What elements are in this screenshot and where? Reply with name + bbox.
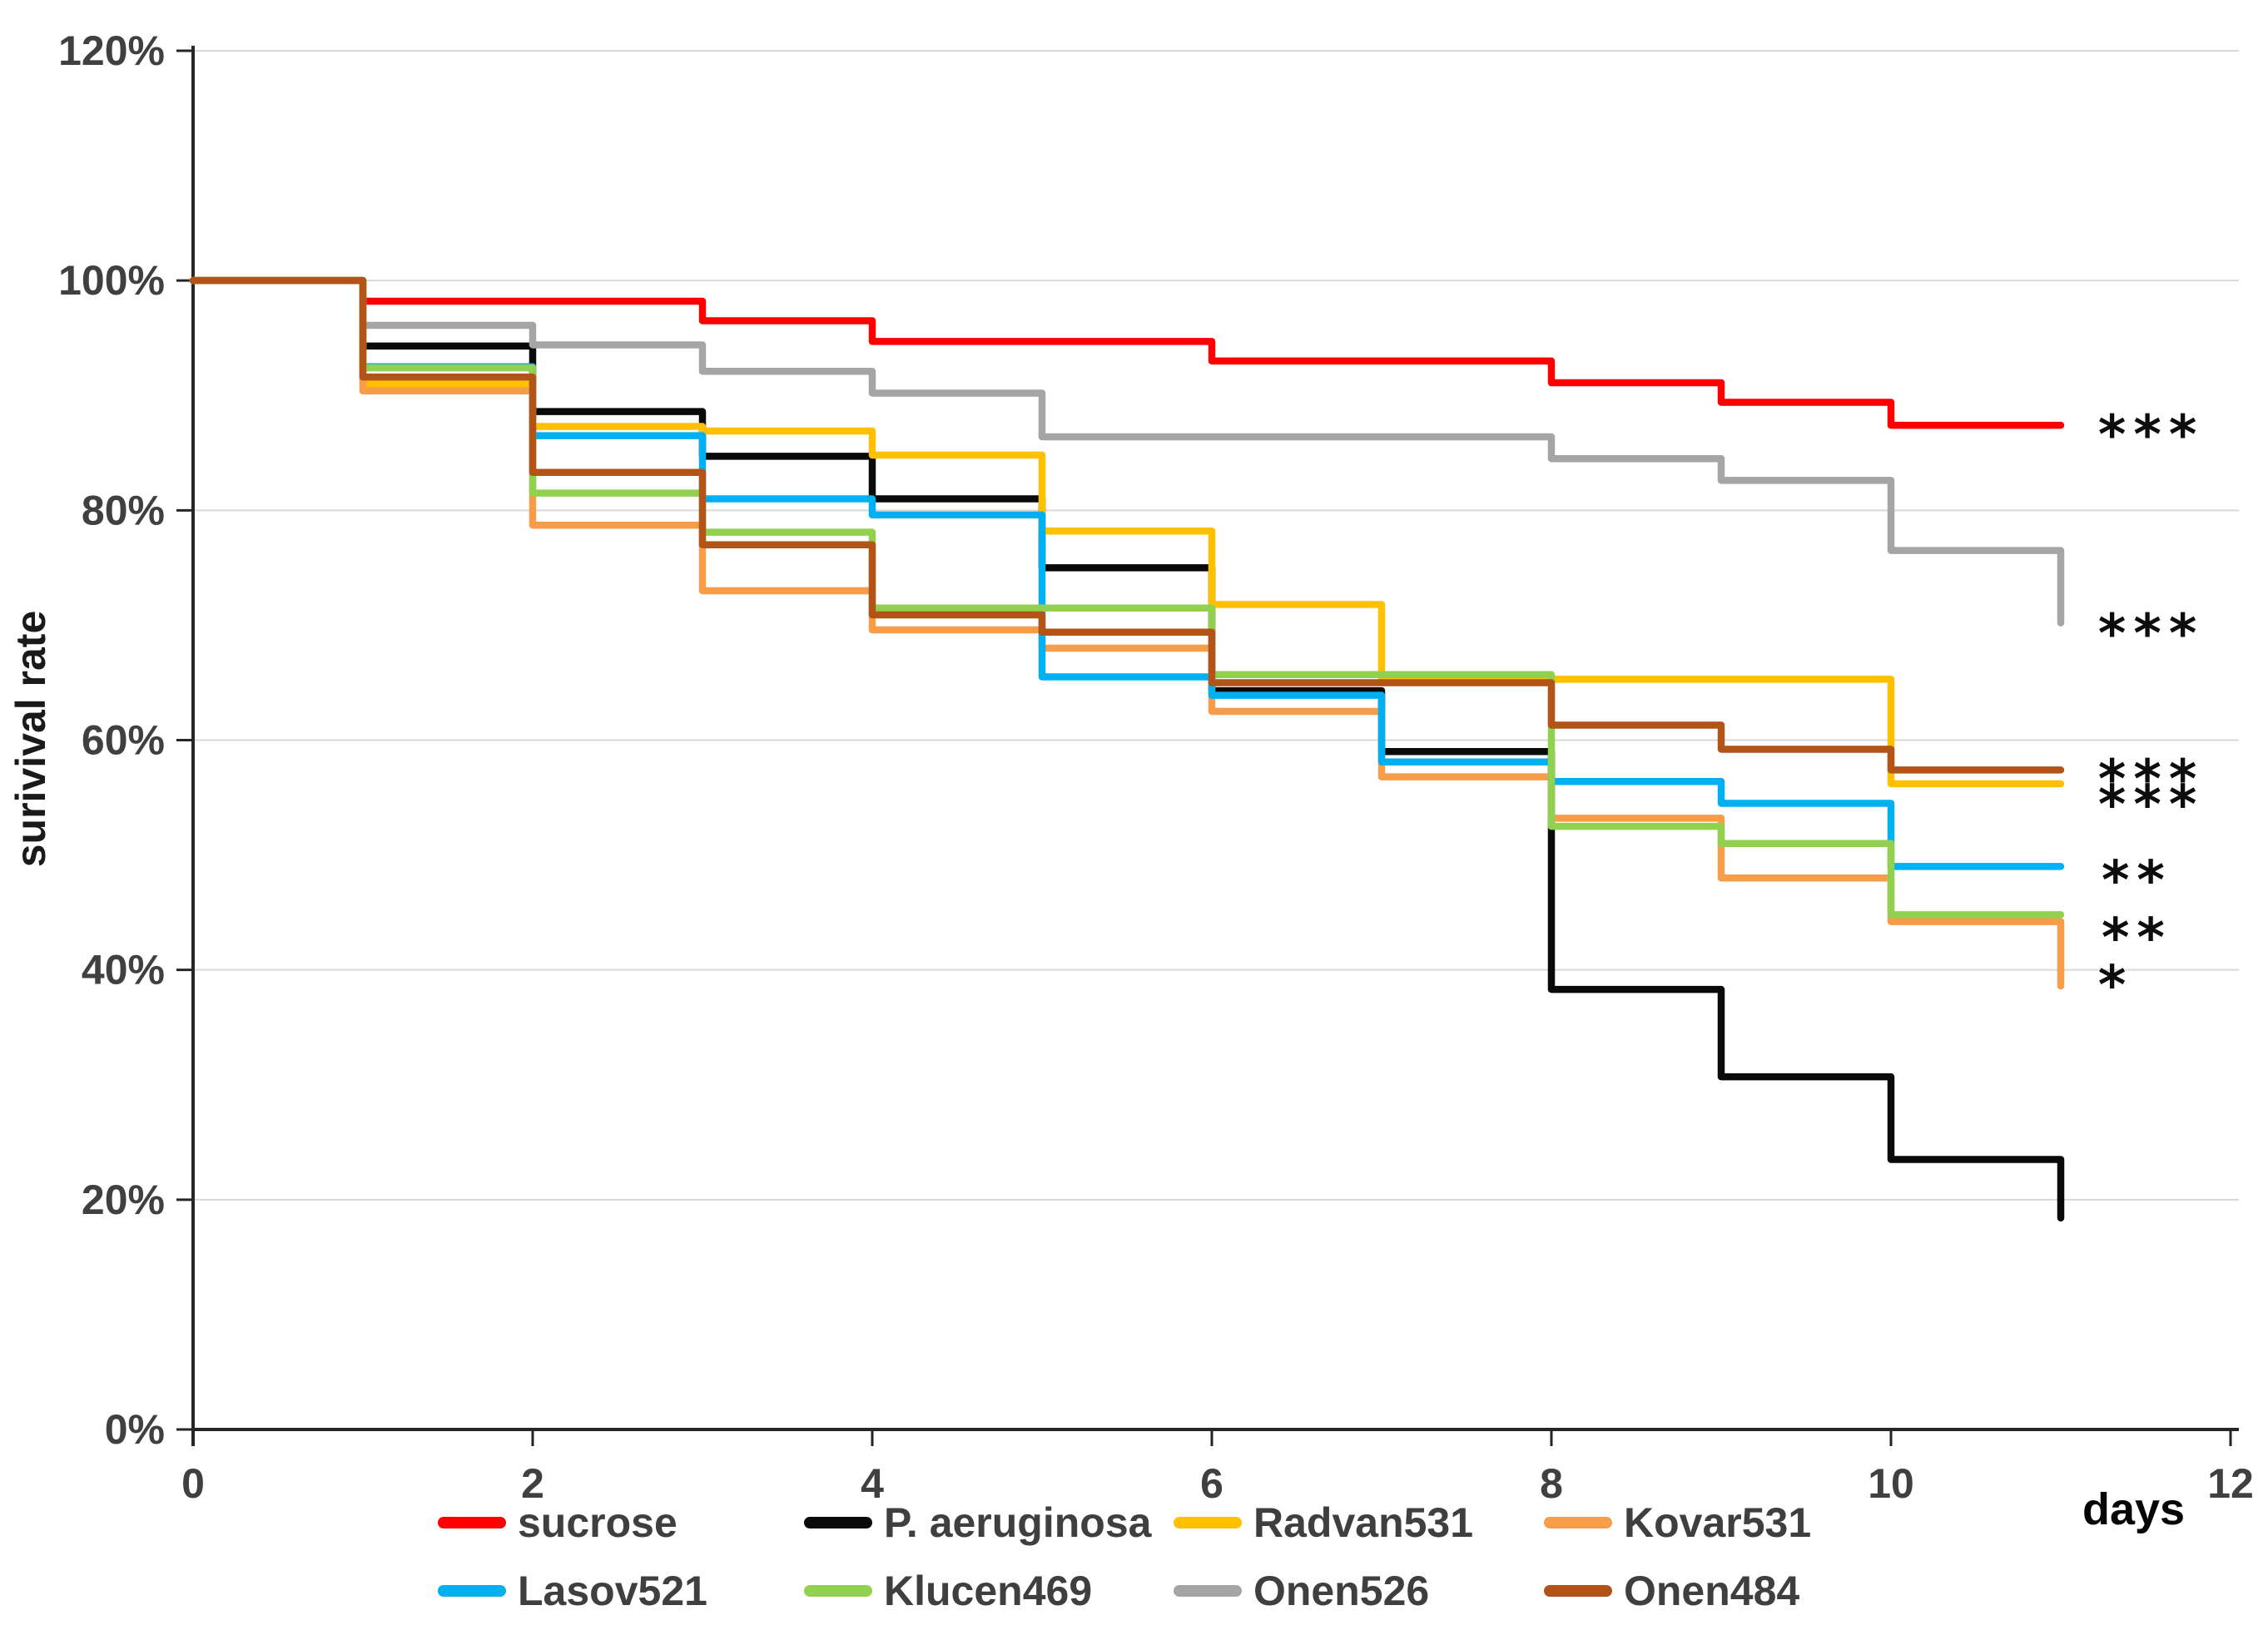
y-tick-label: 20% <box>82 1177 165 1223</box>
series-line-onen526 <box>189 276 2065 627</box>
x-tick-label: 8 <box>1540 1460 1563 1507</box>
y-tick-label: 100% <box>58 257 165 304</box>
significance-marker-kovar531: * <box>2098 955 2133 1017</box>
significance-marker-sucrose: *** <box>2098 404 2204 466</box>
legend-swatch-kovar531 <box>1544 1517 1612 1528</box>
legend-swatch-lasov521 <box>438 1585 506 1597</box>
legend-label-klucen469: Klucen469 <box>884 1568 1092 1614</box>
legend-label-sucrose: sucrose <box>518 1499 677 1546</box>
significance-marker-onen526: *** <box>2098 603 2204 665</box>
y-tick-label: 60% <box>82 717 165 764</box>
x-tick-label: 10 <box>1868 1460 1914 1507</box>
legend-swatch-sucrose <box>438 1517 506 1528</box>
x-tick-label: 12 <box>2207 1460 2254 1507</box>
y-axis-title: surivival rate <box>7 611 54 868</box>
significance-marker-onen484: *** <box>2098 750 2204 811</box>
y-tick-label: 80% <box>82 487 165 533</box>
legend-swatch-klucen469 <box>804 1585 872 1597</box>
x-tick-label: 6 <box>1200 1460 1223 1507</box>
legend-label-radvan531: Radvan531 <box>1253 1499 1473 1546</box>
legend-label-lasov521: Lasov521 <box>518 1568 707 1614</box>
y-tick-label: 40% <box>82 947 165 993</box>
x-tick-label: 0 <box>181 1460 205 1507</box>
legend-label-onen526: Onen526 <box>1253 1568 1429 1614</box>
legend-swatch-radvan531 <box>1174 1517 1242 1528</box>
series-line-radvan531 <box>189 276 2065 788</box>
legend-label-p-aeruginosa: P. aeruginosa <box>884 1499 1153 1546</box>
y-tick-label: 0% <box>105 1406 165 1453</box>
legend-label-onen484: Onen484 <box>1624 1568 1799 1614</box>
significance-marker-radvan531: *** <box>2098 775 2204 836</box>
y-tick-label: 120% <box>58 27 165 74</box>
significance-marker-klucen469: ** <box>2102 908 2172 969</box>
chart-generated-content: 0%20%40%60%80%100%120%0 2 4 6 8 10 12*********… <box>58 27 2254 1614</box>
series-line-onen484 <box>189 276 2065 774</box>
x-tick-label: 4 <box>861 1460 884 1507</box>
legend-swatch-onen484 <box>1544 1585 1612 1597</box>
legend-swatch-p-aeruginosa <box>804 1517 872 1528</box>
x-axis-title: days <box>2082 1484 2185 1534</box>
legend-label-kovar531: Kovar531 <box>1624 1499 1811 1546</box>
x-tick-label: 2 <box>521 1460 544 1507</box>
significance-marker-lasov521: ** <box>2102 850 2172 912</box>
legend-swatch-onen526 <box>1174 1585 1242 1597</box>
series-line-sucrose <box>189 276 2065 429</box>
